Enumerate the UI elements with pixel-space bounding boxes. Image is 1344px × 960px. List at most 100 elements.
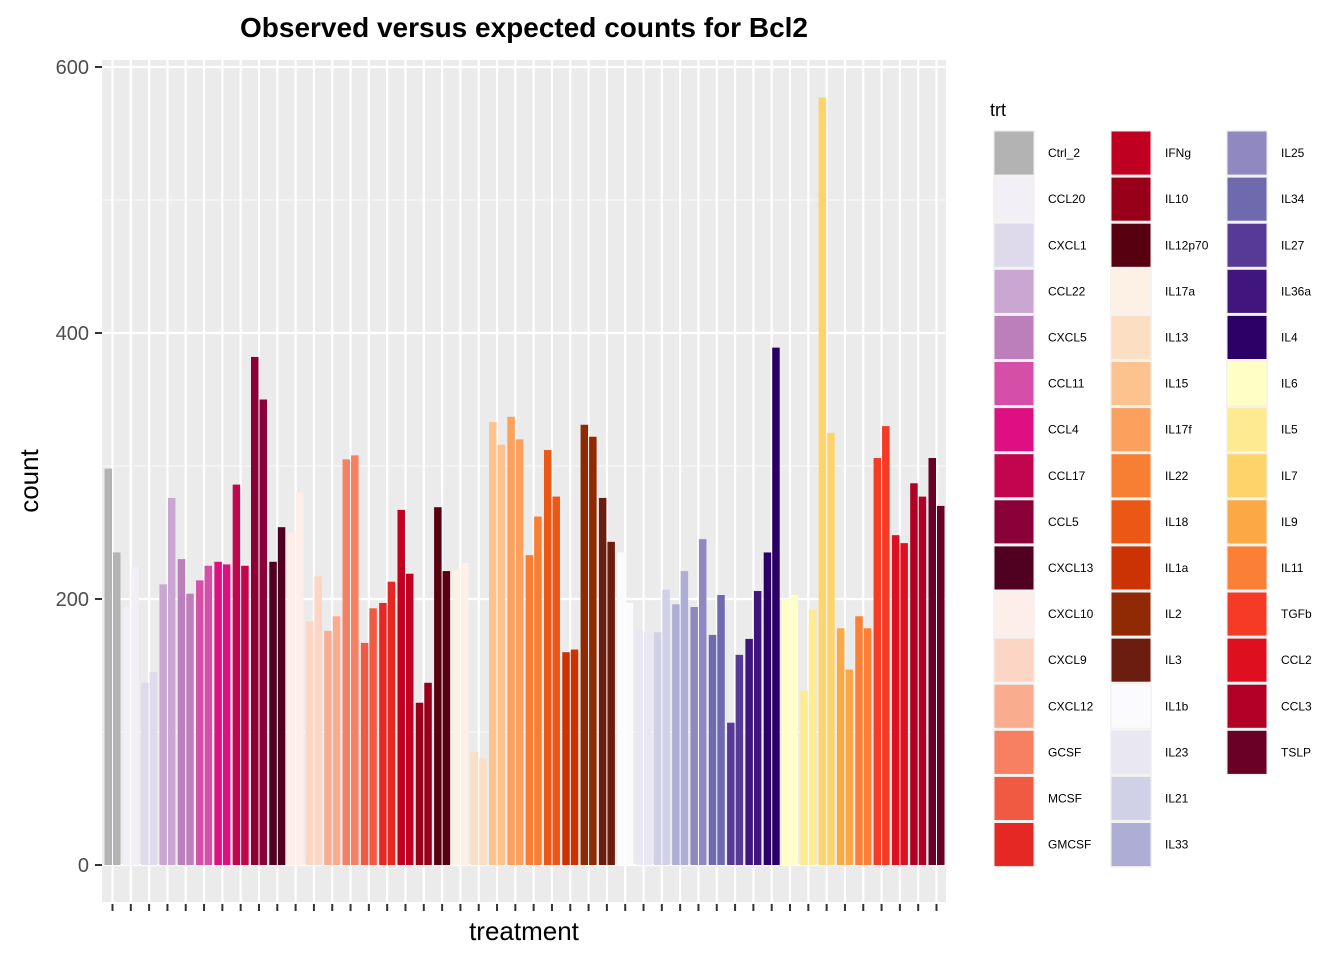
bar	[873, 458, 882, 865]
legend-label: IL17f	[1165, 423, 1192, 437]
legend-label: IL36a	[1281, 284, 1311, 298]
bar	[434, 507, 442, 865]
bar	[415, 702, 424, 865]
legend-label: CCL11	[1048, 377, 1085, 391]
bar	[727, 722, 735, 865]
bar	[808, 609, 817, 865]
bar	[543, 450, 552, 865]
bar	[131, 567, 139, 865]
legend-swatch	[1111, 592, 1151, 636]
bar	[745, 638, 753, 865]
legend-label: IL15	[1165, 377, 1189, 391]
legend-swatch	[1227, 223, 1267, 267]
bar	[698, 539, 707, 865]
legend-label: IL23	[1165, 745, 1189, 759]
bar	[250, 356, 259, 865]
chart-title: Observed versus expected counts for Bcl2	[240, 12, 808, 43]
legend-label: CCL5	[1048, 515, 1079, 529]
legend-label: CXCL12	[1048, 699, 1094, 713]
bar	[296, 492, 304, 865]
legend-swatch	[1227, 684, 1267, 728]
legend-swatch	[994, 730, 1034, 774]
legend-title: trt	[990, 100, 1006, 120]
legend-swatch	[1111, 500, 1151, 544]
bar	[735, 654, 744, 865]
bar	[598, 497, 607, 865]
legend-swatch	[1111, 177, 1151, 221]
legend-swatch	[994, 823, 1034, 867]
legend-label: IL2	[1165, 607, 1182, 621]
bar	[360, 642, 369, 865]
legend-swatch	[1111, 684, 1151, 728]
legend-label: GCSF	[1048, 745, 1081, 759]
bar	[259, 399, 267, 865]
y-tick-label: 400	[56, 323, 89, 345]
bar	[460, 563, 469, 865]
bar	[937, 505, 945, 865]
bar	[149, 672, 158, 865]
bar	[167, 497, 176, 865]
bar	[672, 604, 680, 865]
legend-swatch	[994, 362, 1034, 406]
legend-swatch	[994, 500, 1034, 544]
legend-swatch	[994, 223, 1034, 267]
bar	[277, 527, 286, 865]
bar	[772, 347, 780, 865]
bar	[204, 565, 213, 865]
legend-swatch	[1227, 454, 1267, 498]
legend-swatch	[994, 408, 1034, 452]
bar	[314, 576, 322, 865]
legend-swatch	[994, 638, 1034, 682]
bar	[818, 97, 827, 866]
bar	[452, 569, 460, 865]
legend-swatch	[994, 269, 1034, 313]
legend-swatch	[1111, 223, 1151, 267]
bar	[855, 616, 863, 865]
bar	[196, 580, 204, 865]
legend-label: IL6	[1281, 377, 1298, 391]
legend-label: CXCL5	[1048, 330, 1087, 344]
axes: 0 200 400 600	[56, 57, 938, 911]
legend-label: IL33	[1165, 838, 1189, 852]
legend-label: CXCL1	[1048, 238, 1087, 252]
bar	[863, 628, 872, 865]
legend-label: TGFb	[1281, 607, 1312, 621]
legend-label: IL1b	[1165, 699, 1189, 713]
bar	[186, 593, 194, 865]
legend-swatch	[1111, 408, 1151, 452]
bar	[369, 608, 377, 865]
bar	[324, 630, 332, 865]
legend-label: IL17a	[1165, 284, 1195, 298]
bar	[607, 541, 615, 865]
bar	[800, 690, 808, 865]
legend-label: IL9	[1281, 515, 1298, 529]
bar	[515, 439, 524, 865]
bar	[222, 564, 231, 865]
bar	[287, 532, 296, 865]
bar	[122, 606, 131, 865]
bar	[497, 444, 506, 865]
bar	[753, 591, 762, 865]
legend-swatch	[994, 315, 1034, 359]
legend-swatch	[1227, 500, 1267, 544]
legend-label: IL10	[1165, 192, 1189, 206]
legend-swatch	[1227, 315, 1267, 359]
legend-swatch	[1227, 177, 1267, 221]
legend-label: IL5	[1281, 423, 1298, 437]
bar	[918, 496, 927, 865]
y-tick-label: 600	[56, 57, 89, 79]
legend-label: CXCL10	[1048, 607, 1094, 621]
legend-swatch	[1111, 638, 1151, 682]
legend-label: CCL3	[1281, 699, 1312, 713]
bar	[525, 555, 534, 865]
legend-swatch	[1111, 730, 1151, 774]
y-axis-title: count	[14, 448, 44, 512]
legend-label: IFNg	[1165, 146, 1191, 160]
legend-label: IL25	[1281, 146, 1305, 160]
bars	[104, 97, 945, 866]
legend-swatch	[1227, 131, 1267, 175]
legend-label: IL21	[1165, 791, 1189, 805]
legend-swatch	[1111, 315, 1151, 359]
legend-swatch	[1111, 362, 1151, 406]
bar	[442, 571, 451, 865]
